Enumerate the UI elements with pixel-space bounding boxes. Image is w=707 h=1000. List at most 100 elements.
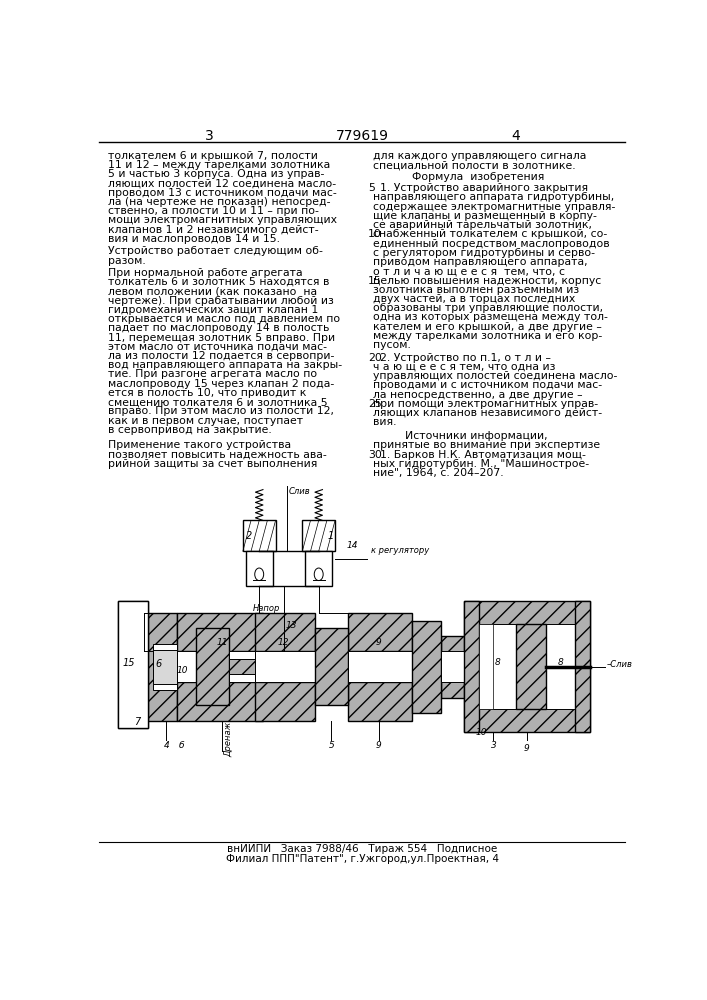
Text: 10: 10 — [177, 666, 188, 675]
Bar — [315, 628, 349, 705]
Text: толкатель 6 и золотник 5 находятся в: толкатель 6 и золотник 5 находятся в — [107, 277, 329, 287]
Bar — [230, 674, 255, 682]
Text: 11 и 12 – между тарелками золотника: 11 и 12 – между тарелками золотника — [107, 160, 329, 170]
Bar — [177, 613, 263, 651]
Text: в сервопривод на закрытие.: в сервопривод на закрытие. — [107, 425, 271, 435]
Text: клапанов 1 и 2 независимого дейст-: клапанов 1 и 2 независимого дейст- — [107, 225, 318, 235]
Text: гидромеханических защит клапан 1: гидромеханических защит клапан 1 — [107, 305, 318, 315]
Text: 4: 4 — [163, 741, 169, 750]
Text: се аварийный тарельчатый золотник,: се аварийный тарельчатый золотник, — [373, 220, 592, 230]
Text: маслопроводу 15 через клапан 2 пода-: маслопроводу 15 через клапан 2 пода- — [107, 379, 334, 389]
Text: ется в полость 10, что приводит к: ется в полость 10, что приводит к — [107, 388, 306, 398]
Text: проводом 13 с источником подачи мас-: проводом 13 с источником подачи мас- — [107, 188, 337, 198]
Text: мощи электромагнитных управляющих: мощи электромагнитных управляющих — [107, 215, 337, 225]
Text: образованы три управляющие полости,: образованы три управляющие полости, — [373, 303, 603, 313]
Bar — [516, 624, 546, 709]
Text: проводами и с источником подачи мас-: проводами и с источником подачи мас- — [373, 380, 602, 390]
Text: специальной полости в золотнике.: специальной полости в золотнике. — [373, 160, 576, 170]
Text: разом.: разом. — [107, 256, 146, 266]
Text: 11, перемещая золотник 5 вправо. При: 11, перемещая золотник 5 вправо. При — [107, 333, 334, 343]
Text: ч а ю щ е е с я тем, что одна из: ч а ю щ е е с я тем, что одна из — [373, 362, 556, 372]
Bar — [246, 551, 273, 586]
Text: золотника выполнен разъемным из: золотника выполнен разъемным из — [373, 285, 580, 295]
Bar — [464, 601, 479, 732]
Text: Слив: Слив — [289, 487, 310, 496]
Text: рийной защиты за счет выполнения: рийной защиты за счет выполнения — [107, 459, 317, 469]
Bar — [118, 601, 148, 728]
Text: снабженный толкателем с крышкой, со-: снабженный толкателем с крышкой, со- — [373, 229, 607, 239]
Text: Напор: Напор — [252, 604, 280, 613]
Text: управляющих полостей соединена масло-: управляющих полостей соединена масло- — [373, 371, 618, 381]
Text: смещению толкателя 6 и золотника 5: смещению толкателя 6 и золотника 5 — [107, 397, 327, 407]
Text: о т л и ч а ю щ е е с я  тем, что, с: о т л и ч а ю щ е е с я тем, что, с — [373, 266, 566, 276]
Bar — [349, 613, 411, 651]
Text: внИИПИ   Заказ 7988/46   Тираж 554   Подписное: внИИПИ Заказ 7988/46 Тираж 554 Подписное — [227, 844, 498, 854]
Text: 5: 5 — [329, 741, 334, 750]
Text: между тарелками золотника и его кор-: между тарелками золотника и его кор- — [373, 331, 602, 341]
Text: одна из которых размещена между тол-: одна из которых размещена между тол- — [373, 312, 608, 322]
Bar — [464, 624, 590, 709]
Text: 779619: 779619 — [336, 129, 389, 143]
Bar — [479, 624, 493, 709]
Bar — [177, 682, 263, 721]
Text: Филиал ППП"Патент", г.Ужгород,ул.Проектная, 4: Филиал ППП"Патент", г.Ужгород,ул.Проектн… — [226, 854, 499, 864]
Bar — [441, 651, 471, 682]
Text: позволяет повысить надежность ава-: позволяет повысить надежность ава- — [107, 450, 327, 460]
Text: 11: 11 — [216, 638, 228, 647]
Text: двух частей, а в торцах последних: двух частей, а в торцах последних — [373, 294, 575, 304]
Text: щие клапаны и размещенный в корпу-: щие клапаны и размещенный в корпу- — [373, 211, 597, 221]
Text: падает по маслопроводу 14 в полость: падает по маслопроводу 14 в полость — [107, 323, 329, 333]
Text: единенный посредством маслопроводов: единенный посредством маслопроводов — [373, 239, 610, 249]
Text: целью повышения надежности, корпус: целью повышения надежности, корпус — [373, 276, 602, 286]
Text: Применение такого устройства: Применение такого устройства — [107, 440, 291, 450]
Bar — [196, 628, 230, 705]
Text: Формула  изобретения: Формула изобретения — [411, 172, 544, 182]
Text: ла (на чертеже не показан) непосред-: ла (на чертеже не показан) непосред- — [107, 197, 330, 207]
Text: 9: 9 — [376, 638, 382, 647]
Text: 3: 3 — [491, 741, 496, 750]
Text: при помощи электромагнитных управ-: при помощи электромагнитных управ- — [373, 399, 598, 409]
Text: 9: 9 — [524, 744, 530, 753]
Text: 5 и частью 3 корпуса. Одна из управ-: 5 и частью 3 корпуса. Одна из управ- — [107, 169, 324, 179]
Text: –Слив: –Слив — [607, 660, 632, 669]
Text: 5: 5 — [368, 183, 375, 193]
Text: 4: 4 — [511, 129, 520, 143]
Text: тие. При разгоне агрегата масло по: тие. При разгоне агрегата масло по — [107, 369, 317, 379]
Bar — [464, 601, 590, 732]
Text: Дренаж: Дренаж — [224, 722, 233, 757]
Text: 14: 14 — [346, 541, 358, 550]
Text: приводом направляющего аппарата,: приводом направляющего аппарата, — [373, 257, 588, 267]
Text: содержащее электромагнитные управля-: содержащее электромагнитные управля- — [373, 202, 616, 212]
Text: 3: 3 — [204, 129, 214, 143]
Text: кателем и его крышкой, а две другие –: кателем и его крышкой, а две другие – — [373, 322, 602, 332]
Bar — [177, 651, 196, 682]
Bar — [575, 601, 590, 732]
Bar — [303, 520, 335, 551]
Text: этом масло от источника подачи мас-: этом масло от источника подачи мас- — [107, 342, 327, 352]
Text: чертеже). При срабатывании любой из: чертеже). При срабатывании любой из — [107, 296, 333, 306]
Text: с регулятором гидротурбины и серво-: с регулятором гидротурбины и серво- — [373, 248, 595, 258]
Text: 20: 20 — [368, 353, 382, 363]
Text: 15: 15 — [368, 276, 382, 286]
Text: 10: 10 — [368, 229, 382, 239]
Text: ственно, а полости 10 и 11 – при по-: ственно, а полости 10 и 11 – при по- — [107, 206, 318, 216]
Text: При нормальной работе агрегата: При нормальной работе агрегата — [107, 268, 302, 278]
Text: б: б — [178, 741, 184, 750]
Text: вия.: вия. — [373, 417, 397, 427]
Text: 12: 12 — [278, 638, 289, 647]
Text: ние", 1964, с. 204–207.: ние", 1964, с. 204–207. — [373, 468, 504, 478]
Bar — [243, 520, 276, 551]
Bar — [349, 682, 411, 721]
Bar — [441, 636, 471, 698]
Bar — [255, 613, 315, 651]
Text: вправо. При этом масло из полости 12,: вправо. При этом масло из полости 12, — [107, 406, 334, 416]
Text: 13: 13 — [285, 620, 297, 630]
Text: ляющих клапанов независимого дейст-: ляющих клапанов независимого дейст- — [373, 408, 602, 418]
Text: 8: 8 — [494, 658, 500, 667]
Text: 1. Устройство аварийного закрытия: 1. Устройство аварийного закрытия — [373, 183, 588, 193]
Text: 25: 25 — [368, 399, 382, 409]
Text: ла непосредственно, а две другие –: ла непосредственно, а две другие – — [373, 389, 583, 399]
Text: вод направляющего аппарата на закры-: вод направляющего аппарата на закры- — [107, 360, 341, 370]
Text: Источники информации,: Источники информации, — [405, 431, 548, 441]
Text: 6: 6 — [156, 659, 162, 669]
